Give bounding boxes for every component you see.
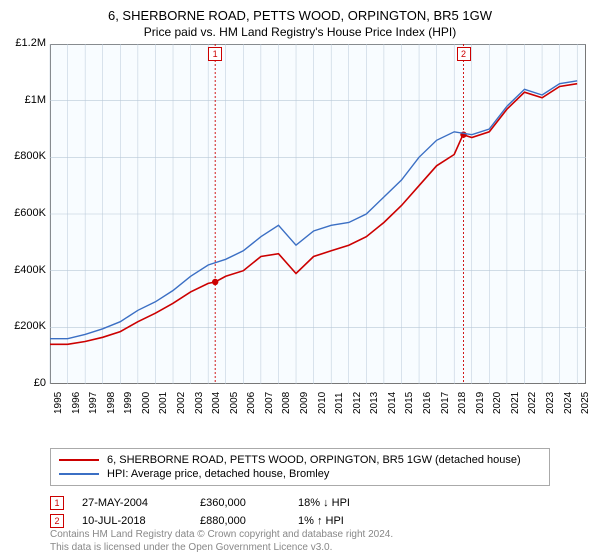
x-axis-tick-label: 2019 (475, 392, 486, 414)
x-axis-tick-label: 2023 (545, 392, 556, 414)
x-axis-tick-label: 2009 (299, 392, 310, 414)
x-axis-tick-label: 1997 (88, 392, 99, 414)
y-axis-tick-label: £400K (0, 264, 46, 276)
x-axis-tick-label: 2002 (176, 392, 187, 414)
x-axis-tick-label: 2015 (404, 392, 415, 414)
transaction-date: 10-JUL-2018 (82, 515, 182, 527)
x-axis-tick-label: 2001 (158, 392, 169, 414)
y-axis-tick-label: £600K (0, 207, 46, 219)
x-axis-tick-label: 1998 (106, 392, 117, 414)
transaction-date: 27-MAY-2004 (82, 497, 182, 509)
x-axis-tick-label: 2014 (387, 392, 398, 414)
x-axis-tick-label: 2010 (317, 392, 328, 414)
x-axis-tick-label: 2007 (264, 392, 275, 414)
x-axis-tick-label: 2011 (334, 392, 345, 414)
transaction-marker: 1 (50, 496, 64, 510)
legend-item: 6, SHERBORNE ROAD, PETTS WOOD, ORPINGTON… (59, 453, 541, 467)
chart-marker-1: 1 (208, 47, 222, 61)
footer-line-1: Contains HM Land Registry data © Crown c… (50, 528, 393, 541)
chart-area: £0£200K£400K£600K£800K£1M£1.2M1995199619… (0, 44, 600, 404)
legend-swatch (59, 473, 99, 475)
x-axis-tick-label: 2016 (422, 392, 433, 414)
plot-svg (0, 44, 600, 404)
x-axis-tick-label: 1996 (71, 392, 82, 414)
x-axis-tick-label: 1995 (53, 392, 64, 414)
transaction-price: £880,000 (200, 515, 280, 527)
x-axis-tick-label: 2017 (440, 392, 451, 414)
x-axis-tick-label: 2020 (492, 392, 503, 414)
transaction-marker: 2 (50, 514, 64, 528)
x-axis-tick-label: 1999 (123, 392, 134, 414)
x-axis-tick-label: 2022 (527, 392, 538, 414)
page-subtitle: Price paid vs. HM Land Registry's House … (0, 23, 600, 45)
x-axis-tick-label: 2013 (369, 392, 380, 414)
legend-label: HPI: Average price, detached house, Brom… (107, 468, 329, 480)
y-axis-tick-label: £200K (0, 320, 46, 332)
y-axis-tick-label: £1M (0, 94, 46, 106)
y-axis-tick-label: £0 (0, 377, 46, 389)
x-axis-tick-label: 2003 (194, 392, 205, 414)
chart-marker-2: 2 (457, 47, 471, 61)
legend-item: HPI: Average price, detached house, Brom… (59, 467, 541, 481)
legend-box: 6, SHERBORNE ROAD, PETTS WOOD, ORPINGTON… (50, 448, 550, 486)
y-axis-tick-label: £1.2M (0, 37, 46, 49)
transaction-diff: 18% ↓ HPI (298, 497, 378, 509)
y-axis-tick-label: £800K (0, 150, 46, 162)
x-axis-tick-label: 2000 (141, 392, 152, 414)
x-axis-tick-label: 2021 (510, 392, 521, 414)
transaction-diff: 1% ↑ HPI (298, 515, 378, 527)
x-axis-tick-label: 2004 (211, 392, 222, 414)
x-axis-tick-label: 2018 (457, 392, 468, 414)
x-axis-tick-label: 2024 (563, 392, 574, 414)
transaction-row: 1 27-MAY-2004 £360,000 18% ↓ HPI (50, 494, 550, 512)
page-title: 6, SHERBORNE ROAD, PETTS WOOD, ORPINGTON… (0, 0, 600, 23)
x-axis-tick-label: 2025 (580, 392, 591, 414)
x-axis-tick-label: 2005 (229, 392, 240, 414)
legend-label: 6, SHERBORNE ROAD, PETTS WOOD, ORPINGTON… (107, 454, 521, 466)
transactions-table: 1 27-MAY-2004 £360,000 18% ↓ HPI 2 10-JUL-201… (50, 494, 550, 530)
x-axis-tick-label: 2008 (281, 392, 292, 414)
x-axis-tick-label: 2012 (352, 392, 363, 414)
legend-swatch (59, 459, 99, 461)
footer-attribution: Contains HM Land Registry data © Crown c… (50, 528, 393, 554)
transaction-price: £360,000 (200, 497, 280, 509)
footer-line-2: This data is licensed under the Open Gov… (50, 541, 393, 554)
x-axis-tick-label: 2006 (246, 392, 257, 414)
